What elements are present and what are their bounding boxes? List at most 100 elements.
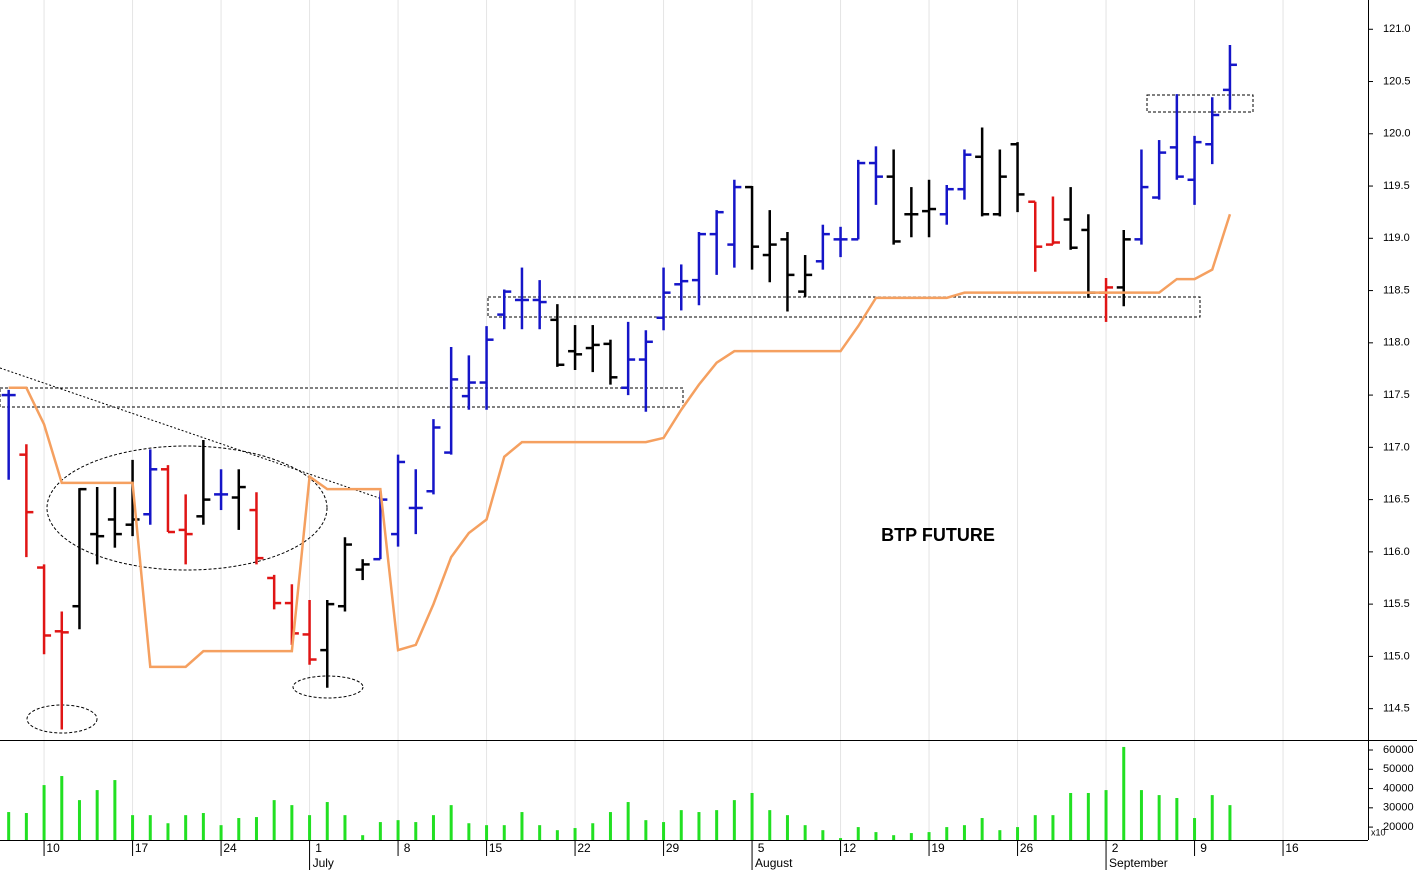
volume-bar — [697, 812, 701, 840]
volume-bar — [644, 820, 648, 840]
volume-bar — [1051, 815, 1055, 840]
volume-bar — [874, 832, 878, 840]
x-tick-label: 9 — [1200, 841, 1207, 855]
axis-note: x10 — [1371, 827, 1386, 837]
chart-annotation: BTP FUTURE — [881, 525, 995, 545]
volume-bar — [1104, 790, 1108, 840]
volume-bar — [95, 790, 99, 840]
volume-bar — [272, 800, 276, 840]
y-tick-label: 115.5 — [1383, 598, 1410, 610]
volume-bar — [732, 800, 736, 840]
volume-bar — [1139, 790, 1143, 840]
volume-bar — [1086, 792, 1090, 840]
volume-bar — [555, 830, 559, 840]
volume-bar — [431, 815, 435, 840]
volume-bar — [892, 835, 896, 840]
y-tick-label: 117.5 — [1383, 389, 1410, 401]
frame — [0, 0, 1417, 841]
volume-bar — [785, 815, 789, 840]
x-tick-label: 10 — [46, 841, 60, 855]
volume-bar — [219, 825, 223, 840]
volume-bar — [1157, 795, 1161, 840]
volume-bar — [768, 810, 772, 840]
volume-bar — [520, 812, 524, 840]
volume-bar — [148, 815, 152, 840]
volume-bar — [821, 830, 825, 840]
x-tick-label: 24 — [223, 841, 237, 855]
y-tick-label: 30000 — [1383, 802, 1414, 814]
y-tick-label: 119.0 — [1383, 232, 1410, 244]
x-tick-label: 17 — [135, 841, 149, 855]
month-label: July — [313, 856, 334, 870]
x-tick-label: 1 — [315, 841, 322, 855]
x-tick-label: 5 — [758, 841, 765, 855]
volume-bar — [378, 822, 382, 840]
volume-bar — [24, 813, 28, 840]
volume-bar — [662, 822, 666, 840]
volume-bar — [1069, 792, 1073, 840]
x-tick-label: 16 — [1285, 841, 1299, 855]
volume-bar — [166, 823, 170, 840]
volume-bar — [237, 818, 241, 840]
volume-bar — [1033, 815, 1037, 840]
y-tick-label: 119.5 — [1383, 180, 1410, 192]
volume-bar — [42, 785, 46, 840]
range-box — [0, 387, 684, 408]
y-tick-label: 114.5 — [1383, 703, 1410, 715]
y-tick-label: 116.5 — [1383, 494, 1410, 506]
volume-bar — [361, 835, 365, 840]
x-tick-label: 2 — [1112, 841, 1119, 855]
volume-bar — [945, 827, 949, 840]
volume-bar — [113, 780, 117, 840]
volume-bar — [308, 815, 312, 840]
volume-bar — [679, 810, 683, 840]
y-tick-label: 117.0 — [1383, 441, 1410, 453]
volume-bar — [1193, 818, 1197, 840]
volume-bar — [1122, 746, 1126, 840]
y-tick-label: 118.5 — [1383, 284, 1410, 296]
volume-bar — [856, 827, 860, 840]
volume-bar — [77, 800, 81, 840]
volume-bar — [962, 825, 966, 840]
ellipse — [46, 445, 328, 571]
volume-bar — [909, 833, 913, 840]
volume-bar — [201, 813, 205, 840]
volume-bar — [467, 823, 471, 840]
volume-bar — [449, 805, 453, 840]
y-tick-label: 121.0 — [1383, 23, 1411, 35]
volume-bar — [290, 805, 294, 840]
volume-bar — [839, 838, 843, 840]
volume-bar — [184, 815, 188, 840]
x-tick-label: 29 — [666, 841, 680, 855]
month-label: August — [755, 856, 793, 870]
volume-bar — [1016, 827, 1020, 840]
volume-bar — [414, 822, 418, 840]
y-tick-label: 120.5 — [1383, 75, 1411, 87]
y-tick-label: 118.0 — [1383, 337, 1410, 349]
volume-bar — [591, 823, 595, 840]
volume-bar — [626, 802, 630, 840]
annotations — [0, 94, 1254, 734]
y-tick-label: 116.0 — [1383, 546, 1410, 558]
x-tick-label: 8 — [404, 841, 411, 855]
marks — [1, 44, 1237, 840]
volume-bar — [7, 812, 11, 840]
volume-bar — [325, 802, 329, 840]
volume-bar — [573, 828, 577, 840]
x-tick-label: 26 — [1020, 841, 1034, 855]
volume-bar — [998, 830, 1002, 840]
volume-bar — [1228, 805, 1232, 840]
volume-bar — [538, 825, 542, 840]
volume-bar — [980, 818, 984, 840]
volume-bar — [927, 832, 931, 840]
range-box — [487, 296, 1201, 318]
volume-bar — [254, 817, 258, 840]
x-tick-label: 22 — [577, 841, 591, 855]
volume-bar — [502, 825, 506, 840]
volume-bar — [1175, 797, 1179, 840]
volume-bar — [485, 825, 489, 840]
range-box — [1146, 94, 1254, 113]
y-tick-label: 115.0 — [1383, 650, 1410, 662]
month-label: September — [1109, 856, 1168, 870]
